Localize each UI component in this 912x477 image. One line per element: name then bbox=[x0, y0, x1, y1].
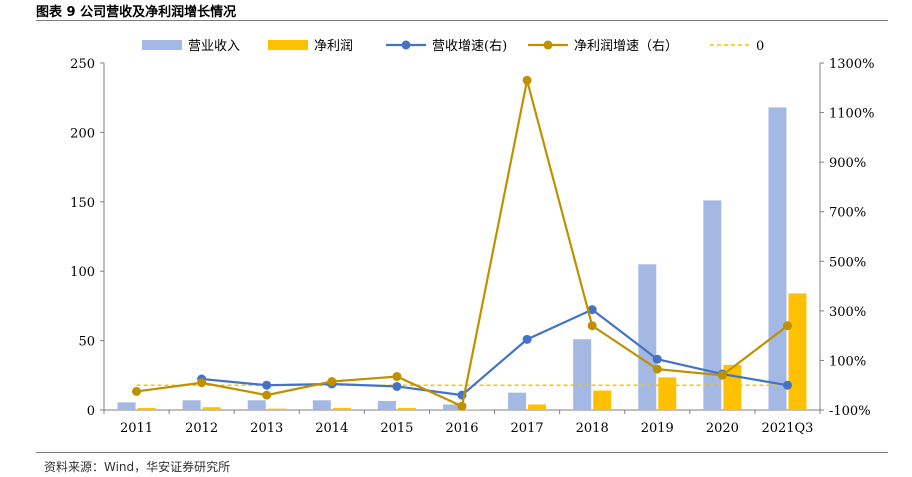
profit-growth-point bbox=[782, 321, 792, 331]
profit-growth-point bbox=[132, 386, 142, 396]
left-tick-label: 0 bbox=[87, 404, 95, 419]
bar-revenue bbox=[703, 200, 722, 410]
right-tick-label: 300% bbox=[829, 305, 866, 320]
bar-revenue bbox=[117, 402, 136, 410]
bar-net-profit bbox=[463, 409, 481, 410]
bar-net-profit bbox=[137, 407, 156, 410]
bar-revenue bbox=[638, 264, 657, 410]
left-tick-label: 50 bbox=[78, 335, 95, 350]
combo-chart: 营业收入 净利润 营收增速(右) 净利润增速（右） 0 0 50 100 150 200 250 -… bbox=[70, 39, 874, 436]
left-tick-label: 250 bbox=[70, 57, 95, 72]
x-tick-label: 2019 bbox=[641, 421, 674, 436]
left-tick-label: 200 bbox=[70, 126, 95, 141]
bar-revenue bbox=[182, 400, 201, 410]
bar-revenue bbox=[377, 400, 396, 410]
right-tick-label: 900% bbox=[829, 156, 866, 171]
x-tick-label: 2013 bbox=[250, 421, 283, 436]
bar-revenue bbox=[443, 404, 461, 410]
axes: 0 50 100 150 200 250 -100% 100% 300% 500% 700% 900%… bbox=[70, 57, 874, 419]
right-tick-label: 500% bbox=[829, 255, 866, 270]
revenue-growth-line bbox=[201, 308, 788, 397]
profit-growth-point bbox=[652, 364, 662, 374]
legend-swatch bbox=[268, 40, 308, 50]
source-note: 资料来源：Wind，华安证券研究所 bbox=[44, 460, 231, 474]
bar-revenue bbox=[768, 107, 787, 410]
x-tick-label: 2011 bbox=[120, 421, 153, 436]
profit-growth-point bbox=[717, 370, 727, 380]
bar-net-profit bbox=[267, 408, 286, 410]
x-tick-label: 2020 bbox=[706, 421, 739, 436]
profit-growth-point bbox=[327, 376, 337, 386]
legend-label: 净利润增速（右） bbox=[574, 39, 678, 54]
profit-growth-point bbox=[262, 390, 272, 400]
revenue-growth-point bbox=[652, 354, 662, 364]
profit-growth-point bbox=[587, 321, 597, 331]
revenue-growth-point bbox=[587, 305, 597, 315]
bar-revenue bbox=[247, 400, 266, 410]
revenue-growth-point bbox=[392, 381, 402, 391]
bar-net-profit bbox=[397, 407, 416, 410]
right-tick-label: 1100% bbox=[829, 107, 874, 122]
profit-growth-line bbox=[136, 79, 789, 408]
bar-net-profit bbox=[202, 407, 221, 410]
profit-growth-point bbox=[197, 378, 207, 388]
bar-revenue bbox=[312, 400, 331, 410]
bar-net-profit bbox=[528, 404, 547, 410]
top-divider bbox=[36, 20, 888, 21]
legend-marker bbox=[543, 40, 553, 50]
legend-label: 营业收入 bbox=[188, 39, 240, 54]
x-tick-label: 2018 bbox=[576, 421, 609, 436]
profit-growth-point bbox=[522, 75, 532, 85]
legend-label: 净利润 bbox=[314, 39, 353, 54]
revenue-growth-point bbox=[262, 380, 272, 390]
bar-net-profit bbox=[332, 407, 351, 410]
right-tick-label: 700% bbox=[829, 206, 866, 221]
bar-net-profit bbox=[788, 293, 807, 410]
legend-swatch bbox=[142, 40, 182, 50]
left-tick-label: 100 bbox=[70, 265, 95, 280]
bar-revenue bbox=[508, 392, 527, 410]
left-tick-label: 150 bbox=[70, 196, 95, 211]
x-tick-label: 2021Q3 bbox=[761, 421, 813, 436]
bottom-divider bbox=[36, 452, 888, 453]
x-tick-label: 2014 bbox=[315, 421, 348, 436]
x-tick-label: 2015 bbox=[380, 421, 413, 436]
bar-net-profit bbox=[658, 377, 677, 410]
legend-marker bbox=[401, 40, 411, 50]
bar-revenue bbox=[573, 339, 592, 410]
x-tick-label: 2017 bbox=[511, 421, 544, 436]
x-tick-label: 2012 bbox=[185, 421, 218, 436]
revenue-growth-point bbox=[522, 334, 532, 344]
revenue-growth-point bbox=[782, 380, 792, 390]
right-tick-label: 1300% bbox=[829, 57, 874, 72]
x-tick-label: 2016 bbox=[445, 421, 478, 436]
legend-label: 0 bbox=[756, 39, 764, 54]
bar-net-profit bbox=[593, 390, 612, 410]
legend-label: 营收增速(右) bbox=[432, 39, 507, 54]
figure-title: 图表 9 公司营收及净利润增长情况 bbox=[36, 5, 237, 20]
profit-growth-point bbox=[392, 372, 402, 382]
x-axis-ticks: 2011 2012 2013 2014 2015 2016 2017 2018 2019 2020… bbox=[120, 421, 813, 436]
bars bbox=[117, 107, 807, 410]
profit-growth-point bbox=[457, 401, 467, 411]
right-tick-label: 100% bbox=[829, 354, 866, 369]
growth-lines bbox=[132, 75, 792, 411]
legend: 营业收入 净利润 营收增速(右) 净利润增速（右） 0 bbox=[142, 39, 764, 54]
right-tick-label: -100% bbox=[829, 404, 871, 419]
